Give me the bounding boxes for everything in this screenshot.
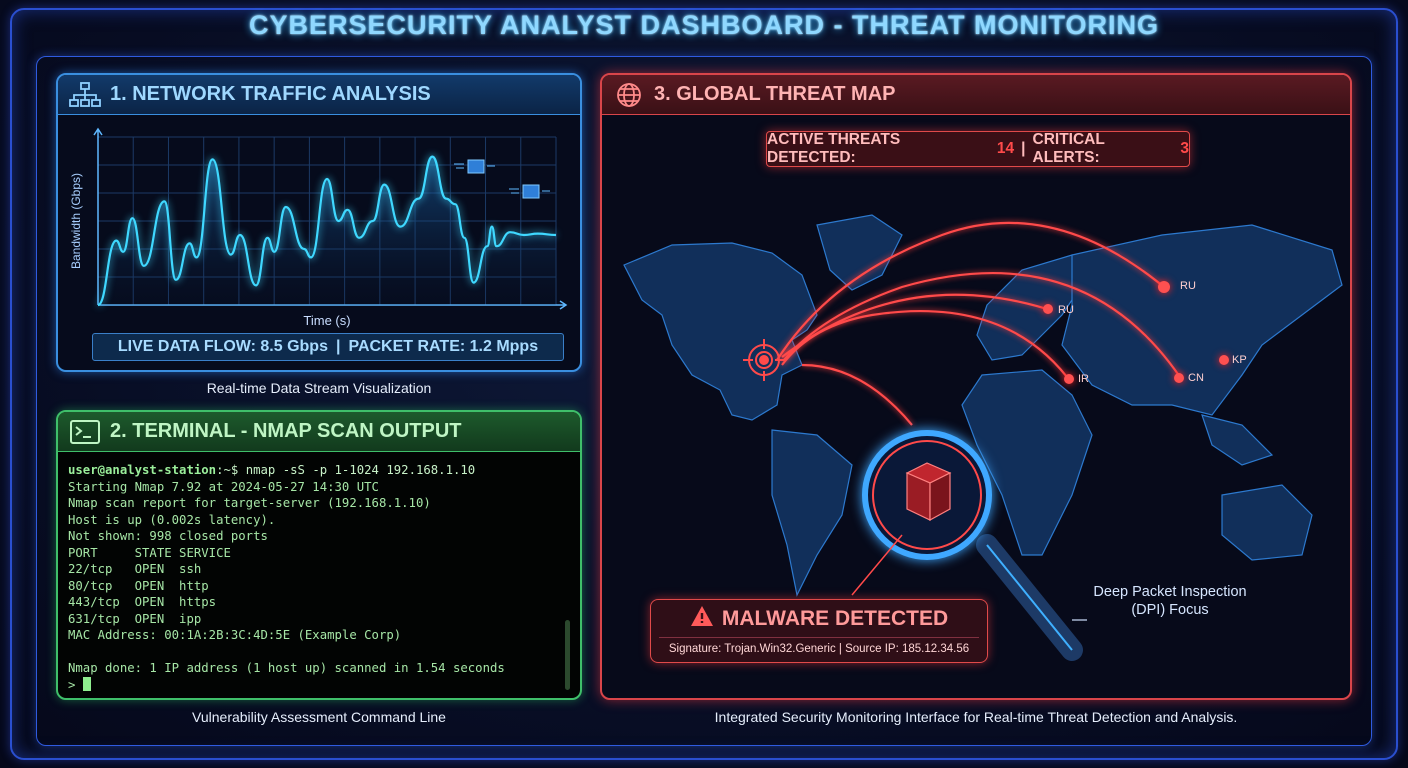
terminal-scrollbar[interactable] bbox=[565, 620, 570, 690]
attack-arcs bbox=[776, 221, 1181, 426]
arc-ir bbox=[781, 309, 1068, 378]
terminal-line: Nmap scan report for target-server (192.… bbox=[68, 496, 431, 510]
terminal-title: 2. TERMINAL - NMAP SCAN OUTPUT bbox=[110, 420, 462, 442]
terminal-prompt-user: user@analyst-station bbox=[68, 463, 217, 477]
malware-detail: Signature: Trojan.Win32.Generic | Source… bbox=[659, 637, 979, 655]
terminal-line: Starting Nmap 7.92 at 2024-05-27 14:30 U… bbox=[68, 479, 379, 494]
terminal-icon bbox=[68, 418, 102, 446]
dpi-label-line1: Deep Packet Inspection bbox=[1093, 584, 1247, 600]
dpi-label: Deep Packet Inspection (DPI) Focus bbox=[1070, 583, 1270, 619]
terminal-command: :~$ nmap -sS -p 1-1024 192.168.1.10 bbox=[216, 463, 476, 477]
terminal-input-line[interactable]: > bbox=[68, 676, 505, 694]
threat-source-label[interactable]: RU bbox=[1058, 304, 1074, 316]
terminal-line: Not shown: 998 closed ports bbox=[68, 529, 268, 543]
packet-motion-icon bbox=[509, 188, 550, 194]
magnifying-glass bbox=[851, 430, 1087, 661]
terminal-line: PORT STATE SERVICE bbox=[68, 545, 231, 560]
world-map bbox=[623, 214, 1343, 661]
bandwidth-series-line bbox=[97, 155, 557, 307]
arc-ru-east bbox=[776, 221, 1165, 361]
malware-alert[interactable]: MALWARE DETECTED Signature: Trojan.Win32… bbox=[650, 599, 988, 663]
input-prompt: > bbox=[68, 677, 83, 692]
active-threats-count: 14 bbox=[996, 140, 1015, 157]
terminal-header: 2. TERMINAL - NMAP SCAN OUTPUT bbox=[58, 412, 580, 452]
packet-motion-icon bbox=[454, 163, 495, 169]
critical-alerts-label: CRITICAL ALERTS: bbox=[1032, 131, 1105, 166]
terminal-line: Nmap done: 1 IP address (1 host up) scan… bbox=[68, 661, 505, 675]
terminal-line: 631/tcp OPEN ipp bbox=[68, 611, 202, 626]
network-traffic-panel: 1. NETWORK TRAFFIC ANALYSIS Bandwidth (G… bbox=[56, 73, 582, 372]
continents bbox=[623, 214, 1343, 597]
terminal-command-line: user@analyst-station:~$ nmap -sS -p 1-10… bbox=[68, 462, 505, 479]
threat-source-label[interactable]: RU bbox=[1180, 280, 1196, 292]
summary-separator: | bbox=[1021, 140, 1026, 157]
threat-source-label[interactable]: KP bbox=[1232, 354, 1247, 366]
network-caption: Real-time Data Stream Visualization bbox=[206, 380, 432, 396]
australia bbox=[1221, 484, 1313, 561]
threat-map-panel: 3. GLOBAL THREAT MAP bbox=[600, 73, 1352, 700]
terminal-line: 443/tcp OPEN https bbox=[68, 595, 217, 609]
live-data-flow: LIVE DATA FLOW: 8.5 Gbps bbox=[117, 338, 328, 355]
terminal-line: Host is up (0.002s latency). bbox=[68, 512, 276, 527]
terminal-line: 80/tcp OPEN http bbox=[68, 578, 209, 593]
network-traffic-header: 1. NETWORK TRAFFIC ANALYSIS bbox=[58, 75, 580, 115]
inner-frame bbox=[36, 56, 1372, 746]
terminal-line: MAC Address: 00:1A:2B:3C:4D:5E (Example … bbox=[68, 628, 402, 642]
threat-source-label[interactable]: IR bbox=[1078, 373, 1089, 385]
critical-alerts-count: 3 bbox=[1180, 140, 1189, 157]
x-axis-label: Time (s) bbox=[303, 313, 350, 328]
threat-map-title: 3. GLOBAL THREAT MAP bbox=[654, 83, 896, 105]
africa bbox=[961, 369, 1093, 556]
terminal-lines: Starting Nmap 7.92 at 2024-05-27 14:30 U… bbox=[68, 479, 505, 677]
threat-source-dots bbox=[1043, 281, 1229, 384]
y-axis-label: Bandwidth (Gbps) bbox=[69, 173, 83, 269]
warning-icon bbox=[690, 605, 714, 633]
active-threats-label: ACTIVE THREATS DETECTED: bbox=[767, 131, 901, 166]
network-hierarchy-icon bbox=[68, 81, 102, 109]
data-packet-icon bbox=[467, 159, 485, 174]
asia bbox=[1061, 224, 1343, 416]
outer-frame bbox=[10, 8, 1398, 760]
threat-map-caption: Integrated Security Monitoring Interface… bbox=[714, 709, 1238, 725]
arc-cn bbox=[783, 271, 1181, 378]
network-traffic-title: 1. NETWORK TRAFFIC ANALYSIS bbox=[110, 83, 431, 105]
malware-title: MALWARE DETECTED bbox=[721, 607, 949, 630]
live-stats-bar: LIVE DATA FLOW: 8.5 Gbps | PACKET RATE: … bbox=[92, 333, 564, 361]
arc-dpi bbox=[801, 363, 913, 426]
bandwidth-chart: Bandwidth (Gbps) Time (s) bbox=[69, 127, 568, 328]
threat-summary-bar: ACTIVE THREATS DETECTED: 14 | CRITICAL A… bbox=[766, 131, 1190, 167]
south-america bbox=[771, 429, 853, 597]
terminal-output[interactable]: user@analyst-station:~$ nmap -sS -p 1-10… bbox=[68, 462, 505, 693]
dpi-label-line2: (DPI) Focus bbox=[1131, 602, 1209, 618]
globe-icon bbox=[612, 81, 646, 109]
threat-source-label[interactable]: CN bbox=[1188, 372, 1204, 384]
southeast-asia bbox=[1201, 414, 1274, 466]
threat-map-header: 3. GLOBAL THREAT MAP bbox=[602, 75, 1350, 115]
target-marker-us bbox=[743, 339, 785, 381]
packet-rate: PACKET RATE: 1.2 Mpps bbox=[348, 338, 539, 355]
terminal-cursor bbox=[82, 676, 91, 691]
malware-cube-icon bbox=[905, 462, 952, 522]
terminal-caption: Vulnerability Assessment Command Line bbox=[192, 709, 446, 725]
terminal-line bbox=[68, 644, 505, 661]
y-axis bbox=[93, 127, 103, 305]
terminal-panel: 2. TERMINAL - NMAP SCAN OUTPUT user@anal… bbox=[56, 410, 582, 700]
data-packet-icon bbox=[522, 184, 540, 199]
north-america bbox=[623, 242, 818, 421]
terminal-line: 22/tcp OPEN ssh bbox=[68, 562, 202, 576]
greenland bbox=[816, 214, 903, 291]
stats-separator: | bbox=[335, 338, 341, 355]
dashboard-title: CYBERSECURITY ANALYST DASHBOARD - THREAT… bbox=[248, 10, 1160, 40]
